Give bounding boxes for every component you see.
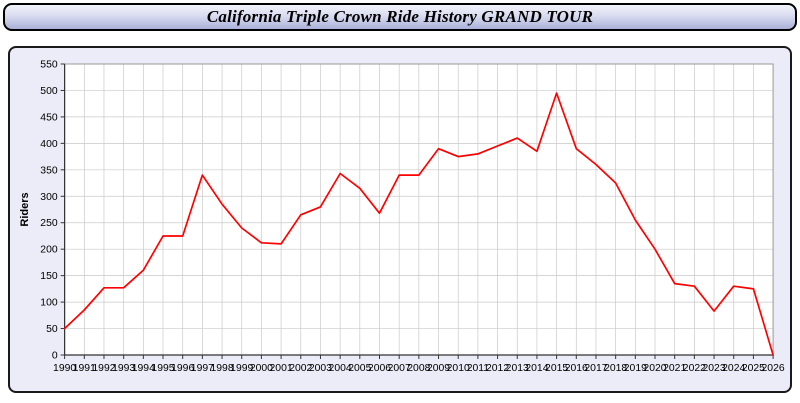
y-tick-label: 300	[40, 192, 58, 203]
x-tick-label: 1992	[92, 363, 115, 374]
y-tick-label: 400	[40, 139, 58, 150]
y-tick-label: 150	[40, 271, 58, 282]
x-tick-label: 2014	[525, 363, 548, 374]
x-tick-label: 2009	[427, 363, 450, 374]
x-tick-label: 1991	[73, 363, 96, 374]
y-tick-label: 200	[40, 245, 58, 256]
y-tick-label: 100	[40, 298, 58, 309]
x-tick-label: 2020	[643, 363, 666, 374]
x-tick-label: 2005	[348, 363, 371, 374]
x-tick-label: 2000	[250, 363, 273, 374]
x-tick-label: 2004	[329, 363, 352, 374]
x-tick-label: 1994	[132, 363, 155, 374]
page: California Triple Crown Ride History GRA…	[0, 3, 800, 393]
y-tick-label: 0	[52, 350, 58, 361]
y-axis-title: Riders	[19, 192, 31, 226]
x-tick-label: 2013	[506, 363, 529, 374]
x-tick-label: 2021	[663, 363, 686, 374]
x-tick-label: 2023	[702, 363, 725, 374]
x-tick-label: 2010	[447, 363, 470, 374]
x-tick-label: 1999	[230, 363, 253, 374]
x-tick-label: 2008	[407, 363, 430, 374]
x-tick-label: 2026	[762, 363, 785, 374]
y-tick-label: 450	[40, 112, 58, 123]
x-tick-label: 1990	[53, 363, 76, 374]
header-bar: California Triple Crown Ride History GRA…	[3, 3, 797, 31]
x-tick-label: 1993	[112, 363, 135, 374]
series-line-riders	[63, 92, 774, 356]
chart-panel: 0 50 100 150 200 250 300 350 400 450 500 550 1990 199…	[8, 46, 792, 393]
x-tick-label: 2001	[270, 363, 293, 374]
x-tick-label: 2006	[368, 363, 391, 374]
x-tick-label: 2022	[683, 363, 706, 374]
y-tick-label: 550	[40, 59, 58, 70]
y-tick-label: 250	[40, 218, 58, 229]
x-tick-label: 2007	[388, 363, 411, 374]
x-tick-label: 1997	[191, 363, 214, 374]
ride-history-line-chart: 0501001502002503003504004505005501990199…	[19, 59, 785, 374]
x-tick-label: 2018	[604, 363, 627, 374]
x-tick-label: 1995	[151, 363, 174, 374]
page-title: California Triple Crown Ride History GRA…	[206, 7, 594, 26]
x-tick-label: 2002	[289, 363, 312, 374]
x-tick-label: 1998	[210, 363, 233, 374]
x-tick-label: 2016	[565, 363, 588, 374]
x-tick-label: 2012	[486, 363, 509, 374]
x-tick-label: 2025	[742, 363, 765, 374]
y-tick-label: 50	[46, 324, 58, 335]
x-tick-label: 2017	[584, 363, 607, 374]
y-tick-label: 500	[40, 86, 58, 97]
x-tick-label: 2011	[467, 363, 490, 374]
x-tick-label: 2024	[722, 363, 745, 374]
x-tick-label: 2003	[309, 363, 332, 374]
x-tick-label: 2019	[624, 363, 647, 374]
x-tick-label: 1996	[171, 363, 194, 374]
y-tick-label: 350	[40, 165, 58, 176]
x-tick-label: 2015	[545, 363, 568, 374]
